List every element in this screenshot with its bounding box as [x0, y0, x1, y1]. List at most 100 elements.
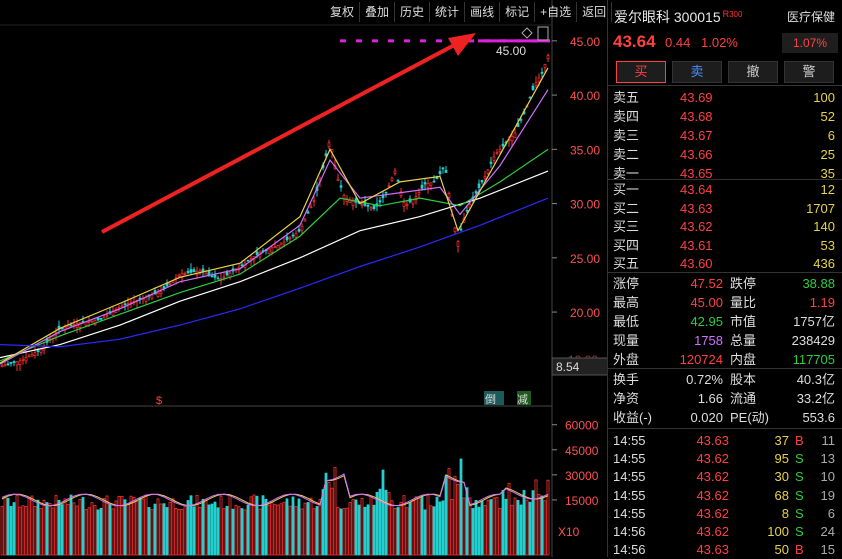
- volume-bar: [486, 499, 490, 556]
- stock-name: 爱尔眼科: [614, 9, 670, 25]
- candle-body: [69, 324, 73, 327]
- candle-body: [387, 185, 391, 187]
- candle-body: [72, 324, 76, 326]
- toolbar-history[interactable]: 历史: [395, 2, 431, 22]
- ask-row[interactable]: 卖一 43.65 35: [608, 164, 842, 183]
- volume-tick-label: 15000: [565, 494, 599, 508]
- ask-price: 43.68: [680, 109, 713, 124]
- volume-bar: [186, 500, 190, 556]
- candle-body: [483, 176, 487, 179]
- candle-body: [12, 361, 16, 363]
- volume-bar: [129, 495, 133, 556]
- stat-label: 收益(-): [613, 410, 652, 425]
- sell-button[interactable]: 卖: [672, 61, 722, 83]
- alert-button[interactable]: 警: [784, 61, 834, 83]
- bid-row[interactable]: 买一 43.64 12: [608, 180, 842, 199]
- stat-value: 47.52: [690, 276, 723, 291]
- toolbar-fuquan[interactable]: 复权: [325, 2, 361, 22]
- bid-row[interactable]: 买三 43.62 140: [608, 217, 842, 236]
- volume-bar: [117, 495, 121, 556]
- candle-body: [369, 207, 373, 210]
- ask-row[interactable]: 卖五 43.69 100: [608, 88, 842, 107]
- event-marker: 减: [517, 393, 528, 406]
- tick-time: 14:55: [613, 433, 646, 448]
- price-chart[interactable]: 15.0020.0025.0030.0035.0040.0045.0015000…: [0, 0, 608, 557]
- toolbar-add-watch[interactable]: +自选: [535, 2, 578, 22]
- tick-side: S: [795, 505, 804, 521]
- tick-volume: 100: [767, 524, 789, 539]
- volume-bar: [150, 509, 154, 556]
- candle-body: [540, 71, 544, 74]
- toolbar-overlay[interactable]: 叠加: [360, 2, 396, 22]
- candle-body: [390, 177, 394, 182]
- candle-body: [150, 294, 154, 299]
- buy-button[interactable]: 买: [616, 61, 666, 83]
- bid-row[interactable]: 买四 43.61 53: [608, 236, 842, 255]
- volume-bar: [171, 498, 175, 556]
- candle-body: [192, 269, 196, 273]
- ask-label: 卖四: [613, 109, 640, 124]
- candle-body: [177, 274, 181, 277]
- tick-price: 43.62: [696, 469, 729, 485]
- candle-body: [474, 191, 478, 194]
- tick-row: 14:56 43.63 50 B 15: [608, 540, 842, 559]
- candle-body: [381, 195, 385, 199]
- toolbar-draw[interactable]: 画线: [465, 2, 501, 22]
- volume-bar: [381, 469, 385, 556]
- volume-bar: [327, 482, 331, 556]
- volume-bar: [297, 498, 301, 556]
- bid-row[interactable]: 买二 43.63 1707: [608, 199, 842, 218]
- tick-volume: 95: [774, 451, 789, 467]
- bid-price: 43.60: [680, 256, 713, 271]
- event-marker: 倒: [485, 393, 496, 406]
- candle-body: [456, 241, 460, 247]
- volume-bar: [495, 496, 499, 556]
- candle-body: [90, 320, 94, 323]
- candle-body: [459, 228, 463, 231]
- stat-row: 换手 0.72% 股本 40.3亿: [608, 370, 842, 389]
- candle-body: [117, 306, 121, 309]
- ask-price: 43.67: [680, 128, 713, 143]
- tick-price: 43.62: [696, 487, 729, 503]
- cancel-order-button[interactable]: 撤: [728, 61, 778, 83]
- candle-body: [543, 64, 547, 68]
- bid-row[interactable]: 买五 43.60 436: [608, 254, 842, 273]
- volume-bar: [111, 508, 115, 556]
- divider: [608, 179, 842, 180]
- candle-body: [393, 170, 397, 174]
- candle-body: [360, 203, 364, 206]
- stat-label: 换手: [613, 372, 640, 387]
- volume-bar: [438, 501, 442, 556]
- ask-row[interactable]: 卖三 43.67 6: [608, 126, 842, 145]
- candle-body: [534, 82, 538, 86]
- candle-body: [405, 203, 409, 206]
- volume-bar: [393, 507, 397, 556]
- y-tick-label: 20.00: [570, 306, 600, 320]
- ask-price: 43.66: [680, 147, 713, 162]
- volume-bar: [159, 503, 163, 556]
- candle-body: [297, 229, 301, 232]
- candle-body: [78, 322, 82, 328]
- volume-bar: [543, 500, 547, 556]
- tick-row: 14:56 43.62 100 S 24: [608, 522, 842, 541]
- candle-body: [3, 364, 7, 367]
- ask-label: 卖二: [613, 147, 640, 162]
- volume-bar: [480, 500, 484, 556]
- volume-bar: [411, 499, 415, 556]
- toolbar-stats[interactable]: 统计: [430, 2, 466, 22]
- candle-body: [294, 233, 298, 238]
- volume-bar: [108, 504, 112, 556]
- toolbar-mark[interactable]: 标记: [500, 2, 536, 22]
- volume-bar: [396, 507, 400, 556]
- volume-bar: [33, 506, 37, 556]
- sector-name[interactable]: 医疗保健: [786, 10, 835, 24]
- last-price: 43.64: [613, 32, 656, 51]
- ask-row[interactable]: 卖四 43.68 52: [608, 107, 842, 126]
- y-tick-label: 40.00: [570, 89, 600, 103]
- r-tag: R300: [723, 9, 743, 19]
- stat-value: 1758: [694, 333, 723, 348]
- ask-row[interactable]: 卖二 43.66 25: [608, 145, 842, 164]
- candle-body: [477, 183, 481, 188]
- toolbar-back[interactable]: 返回: [577, 2, 613, 22]
- candle-body: [306, 211, 310, 214]
